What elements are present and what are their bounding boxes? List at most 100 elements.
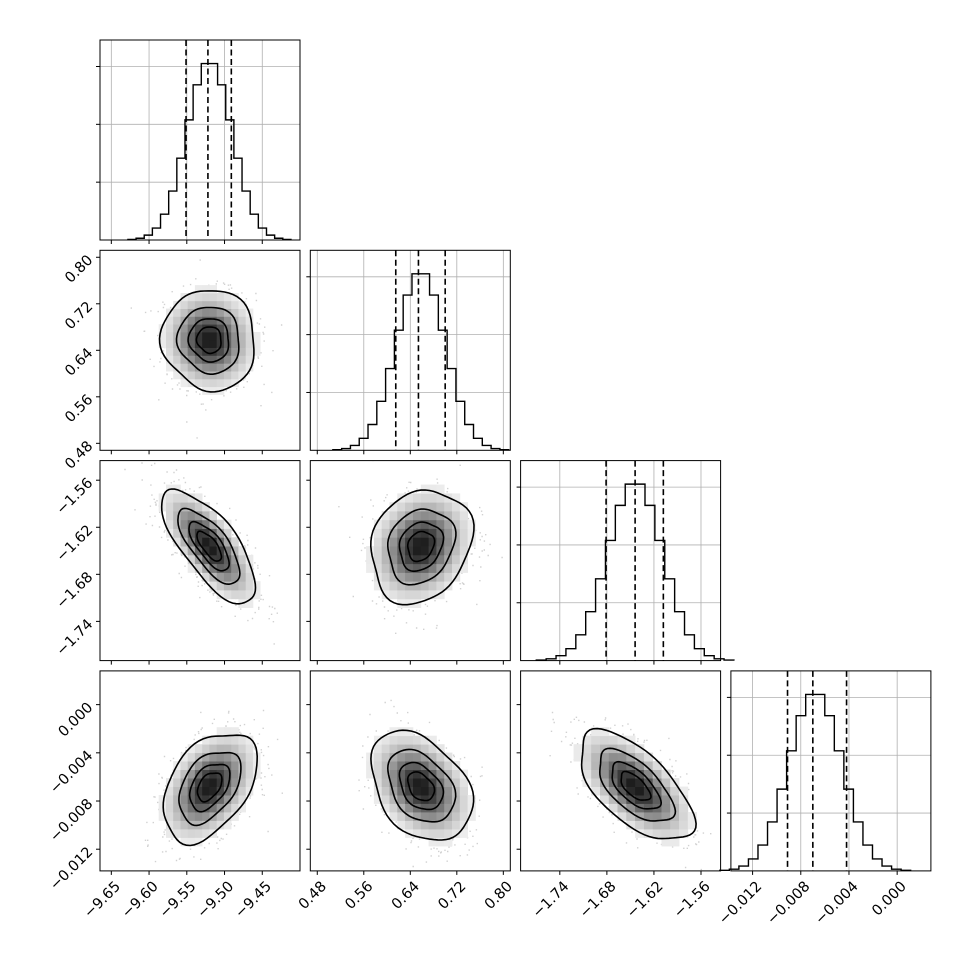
density-cell (238, 735, 246, 745)
density-cell (428, 528, 437, 538)
density-cell (661, 803, 671, 813)
density-cell (459, 528, 468, 538)
density-cell (373, 769, 383, 779)
density-cell (209, 386, 217, 395)
density-cell (452, 546, 461, 556)
density-cell (187, 837, 196, 847)
density-cell (166, 519, 174, 529)
density-cell (428, 778, 437, 787)
contour-1-0-0 (158, 290, 255, 393)
density-cell (643, 812, 654, 821)
density-cell (617, 803, 627, 813)
density-cell (591, 727, 601, 737)
density-cell (661, 778, 671, 787)
density-cell (238, 761, 246, 770)
density-cell (452, 502, 461, 512)
density-cell (397, 502, 406, 512)
density-cell (158, 795, 167, 804)
density-cell (617, 812, 627, 821)
scatter-panel-3-0 (96, 670, 301, 875)
density-cell (202, 803, 210, 813)
density-cell (373, 519, 383, 529)
density-cell (389, 554, 398, 565)
density-cell (238, 581, 246, 591)
density-cell (389, 744, 398, 754)
density-cell (209, 778, 217, 787)
density-cell (173, 316, 181, 325)
density-cell (180, 786, 189, 796)
density-cell (209, 308, 217, 317)
density-cell (389, 769, 398, 779)
density-cell (238, 563, 246, 573)
contour-2-1-2 (398, 521, 445, 572)
density-cell (238, 744, 246, 754)
density-cell (420, 744, 429, 754)
density-cell (444, 519, 453, 529)
density-cell (405, 528, 414, 538)
density-cell (194, 837, 203, 847)
density-cell (252, 769, 261, 779)
xtick-label-0-1: −9.60 (119, 879, 162, 922)
density-cell (252, 590, 261, 600)
density-cell (366, 769, 375, 779)
density-cell (420, 778, 429, 787)
density-cell (245, 778, 254, 787)
density-cell (231, 546, 239, 556)
density-cell (608, 752, 618, 762)
density-cell (194, 812, 203, 821)
density-cell (405, 727, 414, 737)
density-cell (626, 820, 636, 830)
density-cell (180, 332, 189, 341)
density-cell (467, 803, 476, 813)
density-cell (405, 778, 414, 787)
density-cell (173, 519, 181, 529)
xtick-label-3-0: −0.012 (716, 879, 765, 928)
density-cell (216, 371, 225, 380)
density-cell (231, 744, 239, 754)
density-cell (444, 563, 453, 573)
density-cell (209, 744, 217, 754)
density-cell (600, 752, 610, 762)
density-cell (436, 812, 445, 821)
density-cell (405, 493, 414, 503)
density-cell (245, 339, 254, 348)
density-cell (187, 324, 196, 333)
density-cell (467, 519, 476, 529)
density-cell (413, 744, 422, 754)
density-cell (635, 829, 645, 838)
density-cell (209, 563, 217, 573)
density-cell (202, 363, 210, 372)
density-cell (194, 324, 203, 333)
density-cell (413, 546, 422, 556)
xtick-label-1-0: 0.48 (296, 879, 330, 913)
density-cell (420, 511, 429, 521)
density-cell (413, 590, 422, 600)
scatter-frame-3-0 (99, 670, 301, 872)
density-cell (245, 786, 254, 796)
density-cell (405, 502, 414, 512)
density-cell (202, 378, 210, 388)
density-cell (397, 752, 406, 762)
density-cell (397, 598, 406, 608)
density-cell (428, 590, 437, 600)
density-cell (420, 769, 429, 779)
contour-2-1-1 (387, 508, 457, 586)
density-cell (366, 752, 375, 762)
density-cell (180, 537, 189, 547)
density-cell (452, 829, 461, 838)
density-cell (459, 778, 468, 787)
density-cell (397, 761, 406, 770)
density-cell (238, 778, 246, 787)
density-cell (223, 778, 232, 787)
density-cell (420, 786, 429, 796)
density-cell (180, 502, 189, 512)
contour-1-0-3 (195, 326, 222, 355)
density-cell (626, 778, 636, 787)
contour-3-1-1 (386, 748, 457, 823)
density-cell (245, 355, 254, 364)
density-cell (231, 363, 239, 372)
contour-2-0-3 (196, 530, 223, 562)
density-cell (173, 347, 181, 356)
density-cell (643, 752, 654, 762)
density-cell (405, 598, 414, 608)
